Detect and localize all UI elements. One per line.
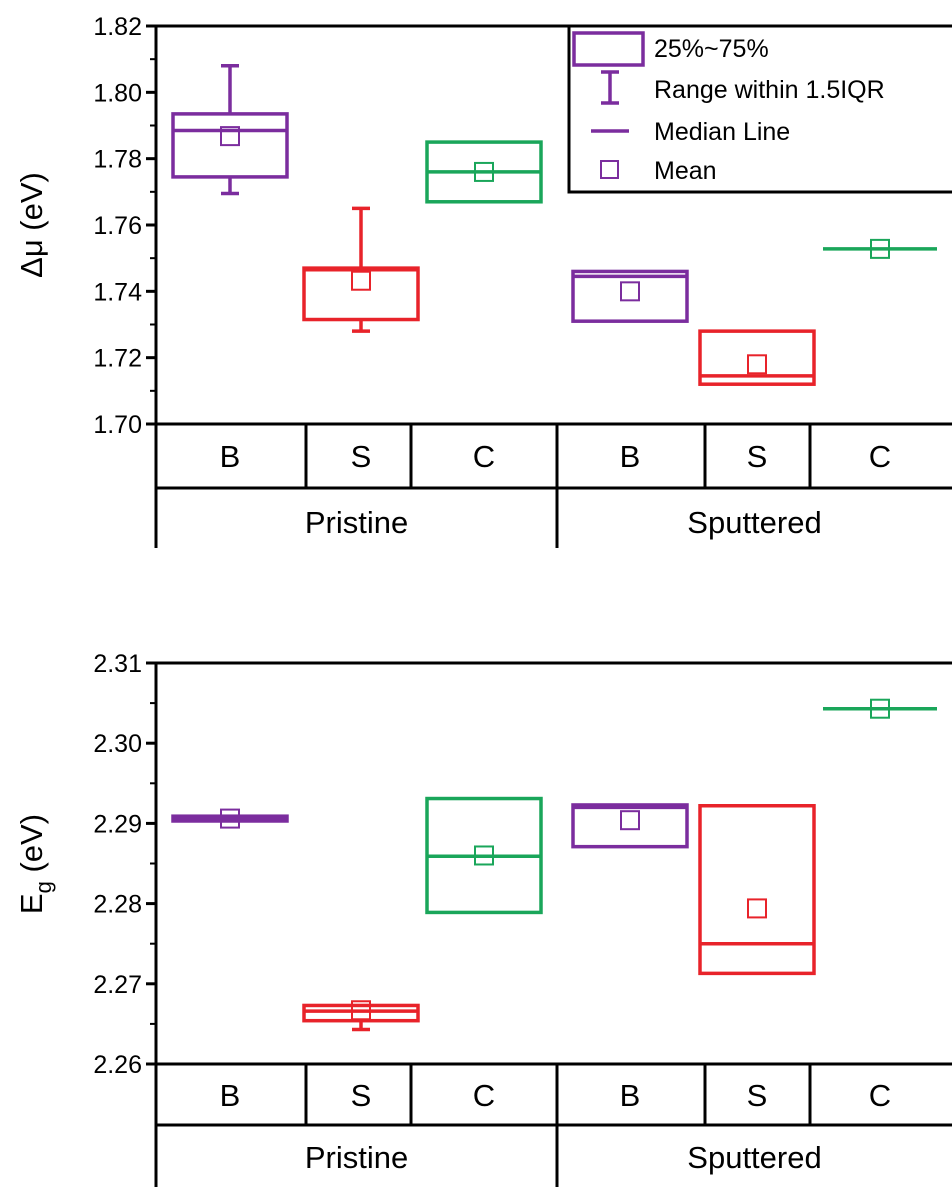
legend-entry-label: Range within 1.5IQR — [654, 76, 885, 104]
mean-marker — [870, 238, 890, 259]
box-iqr — [571, 269, 689, 323]
box-pristine-s — [302, 206, 420, 333]
legend-mean-swatch — [600, 160, 619, 179]
legend-entry-label: Mean — [654, 157, 717, 185]
mean-marker — [620, 281, 640, 302]
category-label: S — [351, 1078, 372, 1113]
mean-marker — [351, 1000, 371, 1021]
box-iqr — [171, 112, 289, 179]
mean-marker — [747, 354, 767, 375]
box-sputtered-c — [823, 238, 937, 259]
y-axis-title: Δμ (eV) — [14, 172, 49, 278]
y-tick-label: 2.30 — [93, 730, 142, 758]
legend-frame — [567, 24, 952, 194]
mean-marker — [474, 161, 494, 182]
box-sputtered-s — [698, 329, 816, 386]
mean-marker — [474, 845, 494, 866]
legend-entry-label: 25%~75% — [654, 35, 769, 63]
y-tick-label: 1.78 — [93, 146, 142, 174]
y-tick-label: 2.31 — [93, 650, 142, 678]
y-tick-label: 2.27 — [93, 971, 142, 999]
delta-mu-panel: 1.70 1.72 1.74 1.76 1.78 1.80 1.82 Δμ (eV) B S C B S… — [14, 13, 952, 548]
y-tick-label: 1.70 — [93, 411, 142, 439]
box-iqr — [698, 329, 816, 386]
group-label: Sputtered — [687, 1140, 821, 1175]
y-axis-title-main: E — [14, 893, 49, 914]
y-tick-label: 1.82 — [93, 13, 142, 41]
y-tick-label: 2.28 — [93, 891, 142, 919]
legend-box-swatch — [572, 31, 645, 67]
y-tick-label: 1.74 — [93, 278, 142, 306]
y-axis-title: Eg (eV) — [14, 814, 56, 914]
category-label: B — [220, 439, 241, 474]
box-iqr — [571, 803, 689, 849]
y-tick-label: 2.29 — [93, 810, 142, 838]
category-label: C — [869, 439, 891, 474]
box-pristine-b — [171, 64, 289, 196]
band-gap-panel: 2.26 2.27 2.28 2.29 2.30 2.31 Eg (eV) B S C B S C Pri… — [14, 650, 952, 1187]
mean-marker — [747, 898, 767, 919]
mean-marker — [351, 270, 371, 291]
legend-entry-label: Median Line — [654, 118, 790, 146]
group-label: Pristine — [305, 1140, 408, 1175]
box-iqr — [302, 266, 420, 322]
y-tick-label: 1.80 — [93, 79, 142, 107]
box-sputtered-b — [571, 803, 689, 849]
mean-marker — [870, 698, 890, 719]
y-tick-label: 2.26 — [93, 1051, 142, 1079]
mean-marker — [620, 810, 640, 831]
y-tick-label: 1.72 — [93, 345, 142, 373]
category-label: C — [869, 1078, 891, 1113]
y-tick-label: 1.76 — [93, 212, 142, 240]
box-iqr — [302, 1003, 420, 1023]
box-pristine-c — [425, 140, 543, 204]
category-label: S — [747, 439, 768, 474]
box-iqr — [698, 804, 816, 976]
category-label: C — [473, 1078, 495, 1113]
category-label: C — [473, 439, 495, 474]
category-label: B — [620, 1078, 641, 1113]
category-label: S — [351, 439, 372, 474]
box-pristine-b — [171, 808, 289, 829]
group-label: Sputtered — [687, 505, 821, 540]
category-label: S — [747, 1078, 768, 1113]
box-sputtered-s — [698, 804, 816, 976]
y-axis-title-subscript: g — [31, 881, 56, 893]
group-label: Pristine — [305, 505, 408, 540]
box-sputtered-c — [823, 698, 937, 719]
legend: 25%~75% Range within 1.5IQR Median Line Mea… — [567, 24, 952, 194]
y-axis-title-unit: (eV) — [14, 814, 49, 881]
box-sputtered-b — [571, 269, 689, 323]
category-label: B — [620, 439, 641, 474]
category-label: B — [220, 1078, 241, 1113]
box-pristine-c — [425, 796, 543, 915]
mean-marker — [220, 808, 240, 829]
box-pristine-s — [302, 1000, 420, 1032]
mean-marker — [220, 126, 240, 147]
